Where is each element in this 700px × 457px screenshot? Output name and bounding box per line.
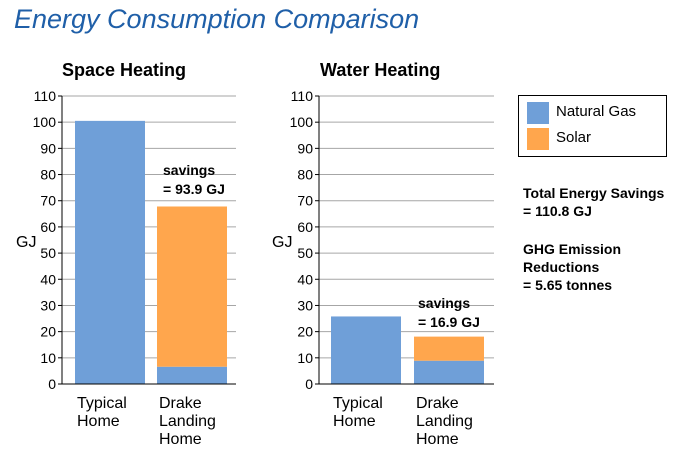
y-tick-label: 40: [40, 271, 56, 287]
y-tick-label: 20: [40, 324, 56, 340]
y-tick-label: 60: [297, 219, 313, 235]
savings-annotation-label: savings: [163, 162, 215, 178]
y-tick-label: 0: [48, 376, 56, 392]
y-tick-label: 30: [297, 297, 313, 313]
bar-solar: [157, 206, 227, 367]
chart-title-space-heating: Space Heating: [62, 60, 187, 80]
y-tick-label: 0: [305, 376, 313, 392]
y-axis-label: GJ: [272, 234, 292, 251]
y-tick-label: 30: [40, 297, 56, 313]
bar-solar: [414, 336, 484, 361]
y-tick-label: 80: [297, 167, 313, 183]
y-tick-label: 90: [40, 140, 56, 156]
y-tick-label: 10: [40, 350, 56, 366]
y-tick-label: 100: [33, 114, 57, 130]
category-label: Typical Home: [333, 395, 383, 430]
y-tick-label: 110: [291, 88, 314, 104]
y-tick-label: 50: [40, 245, 56, 261]
y-tick-label: 20: [297, 324, 313, 340]
total-energy-savings: Total Energy Savings = 110.8 GJ: [523, 184, 664, 220]
ghg-emission-reductions-value: = 5.65 tonnes: [523, 277, 613, 293]
savings-annotation-value: = 16.9 GJ: [418, 314, 480, 330]
legend-label-solar: Solar: [556, 129, 592, 146]
y-tick-label: 100: [290, 114, 314, 130]
total-energy-savings-label: Total Energy Savings: [523, 185, 665, 201]
category-label: Typical Home: [77, 395, 127, 430]
y-tick-label: 70: [297, 193, 313, 209]
total-energy-savings-value: = 110.8 GJ: [523, 203, 592, 219]
legend-swatch-natural-gas: [527, 102, 549, 124]
y-tick-label: 60: [40, 219, 56, 235]
y-tick-label: 80: [40, 167, 56, 183]
legend: Natural Gas Solar: [518, 95, 667, 157]
legend-swatch-solar: [527, 128, 549, 150]
y-tick-label: 110: [34, 88, 57, 104]
category-label: Drake Landing Home: [159, 395, 216, 448]
y-tick-label: 10: [297, 350, 313, 366]
category-label: Drake Landing Home: [416, 395, 473, 448]
bar-natural-gas: [414, 360, 484, 384]
y-tick-label: 50: [297, 245, 313, 261]
bar-natural-gas: [157, 366, 227, 384]
y-tick-label: 40: [297, 271, 313, 287]
chart-title-water-heating: Water Heating: [320, 60, 441, 80]
y-tick-label: 90: [297, 140, 313, 156]
ghg-emission-reductions: GHG Emission Reductions = 5.65 tonnes: [523, 240, 700, 294]
savings-annotation-label: savings: [418, 295, 470, 311]
legend-label-natural-gas: Natural Gas: [556, 103, 637, 120]
bar-natural-gas: [331, 316, 401, 384]
page-title: Energy Consumption Comparison: [14, 4, 420, 34]
y-tick-label: 70: [40, 193, 56, 209]
bar-natural-gas: [75, 120, 145, 384]
y-axis-label: GJ: [16, 234, 36, 251]
ghg-emission-reductions-label: GHG Emission Reductions: [523, 241, 622, 275]
savings-annotation-value: = 93.9 GJ: [163, 181, 225, 197]
